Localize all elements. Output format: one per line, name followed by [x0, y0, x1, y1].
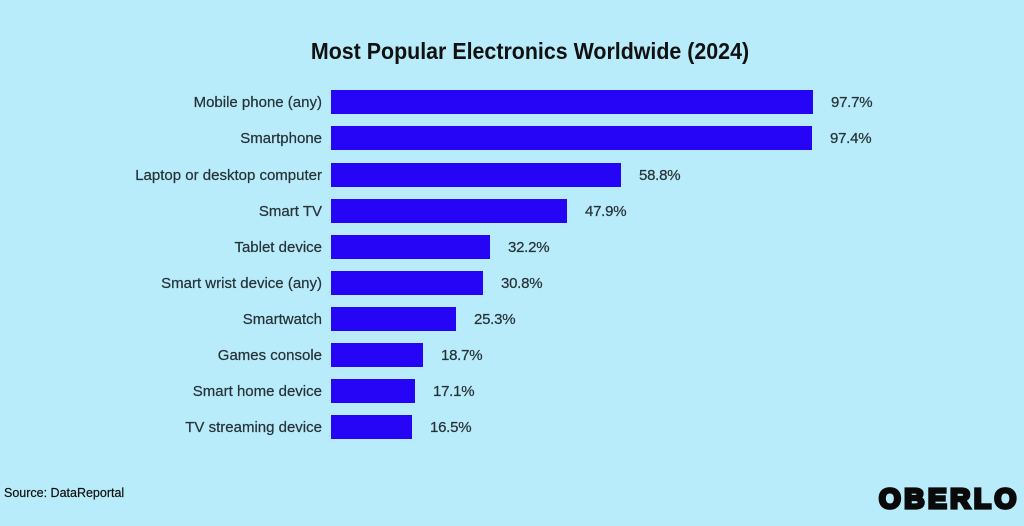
svg-text:OBERLO: OBERLO [879, 485, 1020, 513]
